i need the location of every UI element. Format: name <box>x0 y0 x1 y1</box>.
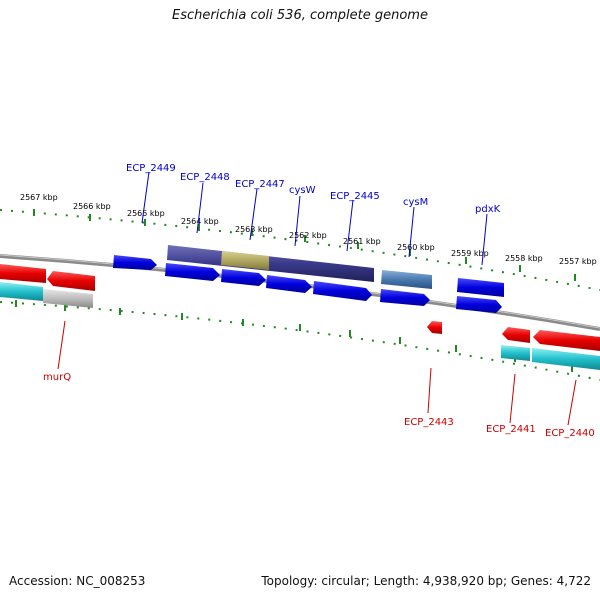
gene-reverse-2[interactable] <box>47 271 95 291</box>
pseudo-feature-murQ[interactable] <box>43 289 93 308</box>
tick-label: 2560 kbp <box>397 243 435 252</box>
forward-genes <box>113 245 504 313</box>
genome-summary: Topology: circular; Length: 4,938,920 bp… <box>261 574 591 588</box>
reverse-label-leaders <box>57 320 577 426</box>
gene-ECP_2448[interactable] <box>165 263 220 281</box>
tick-label: 2559 kbp <box>451 249 489 258</box>
gene-label-ECP_2448: ECP_2448 <box>180 172 230 183</box>
gene-cysW[interactable] <box>266 275 312 293</box>
gene-reverse-1[interactable] <box>0 264 46 283</box>
outer-major-ticks <box>33 209 576 281</box>
gene-label-ECP_2445: ECP_2445 <box>330 191 380 202</box>
gene-ECP_2443[interactable] <box>427 321 442 334</box>
tick-label: 2566 kbp <box>73 202 111 211</box>
gene-label-ECP_2443: ECP_2443 <box>404 417 454 428</box>
gene-ECP_2440[interactable] <box>533 330 600 351</box>
operon-feature[interactable] <box>167 245 374 282</box>
gene-label-ECP_2440: ECP_2440 <box>545 428 595 439</box>
reverse-genes <box>0 264 600 370</box>
rna-feature-3[interactable] <box>532 348 600 370</box>
forward-label-leaders <box>141 171 488 266</box>
gene-label-ECP_2447: ECP_2447 <box>235 179 285 190</box>
tick-label: 2564 kbp <box>181 217 219 226</box>
rna-feature[interactable] <box>0 282 43 301</box>
tick-label: 2557 kbp <box>559 257 597 266</box>
tick-label: 2563 kbp <box>235 225 273 234</box>
gene-label-ECP_2449: ECP_2449 <box>126 163 176 174</box>
highlight-feature[interactable] <box>221 251 269 270</box>
gene-ECP_2445[interactable] <box>313 281 372 301</box>
gene-cysM-steel[interactable] <box>381 270 432 289</box>
gene-ECP_2447[interactable] <box>221 269 266 286</box>
gene-label-cysM: cysM <box>403 197 428 208</box>
tick-label: 2558 kbp <box>505 254 543 263</box>
rna-feature-2[interactable] <box>501 345 530 361</box>
gene-label-cysW: cysW <box>289 185 316 196</box>
map-title: Escherichia coli 536, complete genome <box>172 8 428 23</box>
gene-ECP_2449[interactable] <box>113 255 157 270</box>
gene-cysM[interactable] <box>380 289 430 306</box>
gene-pdxK-b[interactable] <box>456 296 502 313</box>
gene-label-pdxK: pdxK <box>475 204 501 215</box>
gene-pdxK[interactable] <box>457 278 504 297</box>
tick-label: 2561 kbp <box>343 237 381 246</box>
gene-label-ECP_2441: ECP_2441 <box>486 424 536 435</box>
gene-label-murQ: murQ <box>43 372 71 383</box>
tick-label: 2562 kbp <box>289 231 327 240</box>
accession-label: Accession: NC_008253 <box>9 574 146 588</box>
tick-label: 2567 kbp <box>20 193 58 202</box>
gene-ECP_2441[interactable] <box>502 327 530 343</box>
tick-label: 2565 kbp <box>127 209 165 218</box>
